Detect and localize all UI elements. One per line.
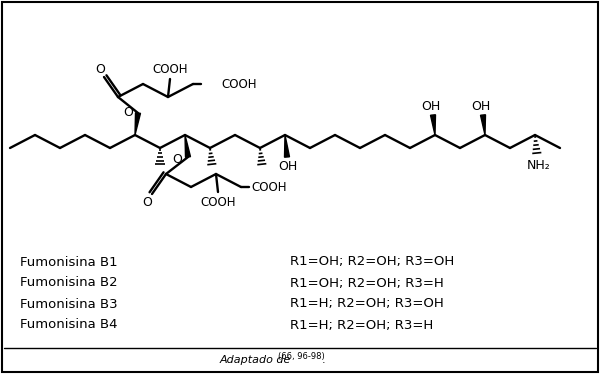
Text: O: O: [172, 153, 182, 166]
Text: Fumonisina B1: Fumonisina B1: [20, 255, 118, 269]
Polygon shape: [481, 115, 485, 135]
Text: O: O: [123, 105, 133, 119]
Polygon shape: [185, 135, 190, 157]
Polygon shape: [135, 113, 140, 135]
Text: COOH: COOH: [221, 77, 257, 91]
Text: COOH: COOH: [152, 62, 188, 76]
Text: Fumonisina B4: Fumonisina B4: [20, 319, 118, 331]
Text: R1=H; R2=OH; R3=H: R1=H; R2=OH; R3=H: [290, 319, 433, 331]
Text: R1=H; R2=OH; R3=OH: R1=H; R2=OH; R3=OH: [290, 297, 444, 310]
Text: Fumonisina B2: Fumonisina B2: [20, 276, 118, 289]
Text: COOH: COOH: [251, 181, 287, 193]
Text: R1=OH; R2=OH; R3=OH: R1=OH; R2=OH; R3=OH: [290, 255, 454, 269]
Text: COOH: COOH: [200, 196, 236, 208]
Text: NH₂: NH₂: [527, 159, 551, 172]
Text: Fumonisina B3: Fumonisina B3: [20, 297, 118, 310]
Text: OH: OH: [421, 99, 440, 113]
Text: OH: OH: [472, 99, 491, 113]
Text: O: O: [142, 196, 152, 208]
Text: O: O: [95, 62, 105, 76]
Text: OH: OH: [278, 159, 298, 172]
Text: (66, 96-98): (66, 96-98): [278, 353, 325, 362]
Polygon shape: [284, 135, 289, 157]
Text: .: .: [322, 355, 326, 365]
Text: Adaptado de: Adaptado de: [220, 355, 295, 365]
Polygon shape: [431, 115, 436, 135]
Text: R1=OH; R2=OH; R3=H: R1=OH; R2=OH; R3=H: [290, 276, 444, 289]
